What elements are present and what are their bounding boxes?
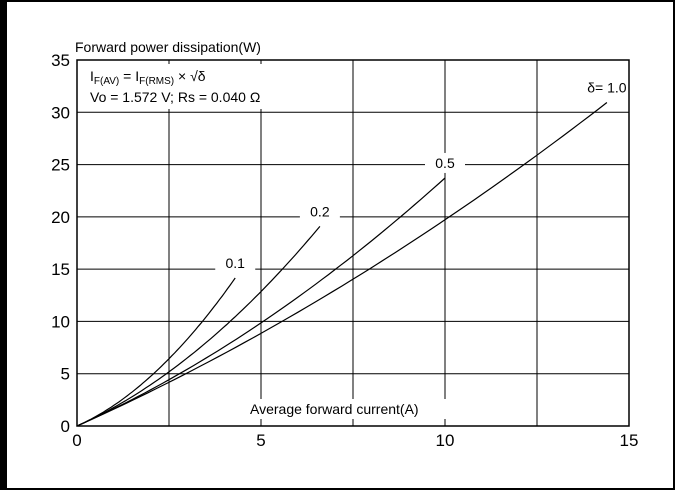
x-tick-label: 5	[256, 431, 265, 450]
left-edge-bar	[0, 0, 7, 490]
x-tick-label: 0	[72, 431, 81, 450]
series-line	[76, 226, 321, 427]
series-label-backing	[215, 252, 256, 273]
tick-labels: 0 5 10 15 0 5 10 15 20 25 30 35	[51, 51, 638, 450]
formula-sub2: F(RMS)	[139, 76, 174, 87]
formula-prefix: I	[90, 68, 94, 84]
series-line	[76, 277, 236, 427]
y-tick-label: 15	[51, 260, 70, 279]
y-tick-label: 0	[61, 417, 70, 436]
title-backing	[72, 38, 302, 56]
plot-area-border	[76, 59, 630, 427]
series-label: 0.2	[310, 203, 330, 219]
formula-sub1: F(AV)	[94, 76, 119, 87]
params-annotation: Vo = 1.572 V; Rs = 0.040 Ω	[90, 89, 260, 105]
y-tick-label: 5	[61, 365, 70, 384]
x-tick-label: 10	[436, 431, 455, 450]
formula-suffix: × √δ	[174, 68, 206, 84]
series-label-backing	[425, 152, 465, 173]
series-label: δ= 1.0	[587, 80, 627, 96]
series-line	[76, 177, 446, 427]
grid	[77, 60, 629, 426]
annotation-backing	[80, 64, 308, 109]
chart-labels: Forward power dissipation(W) Average for…	[72, 38, 449, 419]
y-tick-label: 30	[51, 103, 70, 122]
series-label: 0.1	[226, 255, 246, 271]
y-tick-label: 35	[51, 51, 70, 70]
y-tick-label: 10	[51, 312, 70, 331]
chart-title: Forward power dissipation(W)	[75, 39, 261, 55]
series-line	[76, 102, 608, 427]
y-tick-label: 25	[51, 156, 70, 175]
x-tick-label: 15	[620, 431, 639, 450]
y-tick-label: 20	[51, 208, 70, 227]
formula-annotation: IF(AV) = IF(RMS) × √δ	[90, 68, 206, 87]
formula-mid: = I	[119, 68, 139, 84]
series-curves: 0.1 0.2 0.5 δ= 1.0	[76, 77, 639, 427]
series-label-backing	[299, 201, 340, 222]
xlabel-backing	[247, 399, 449, 419]
x-axis-label: Average forward current(A)	[250, 401, 419, 417]
series-label: 0.5	[435, 155, 455, 171]
series-label-backing	[574, 77, 639, 98]
